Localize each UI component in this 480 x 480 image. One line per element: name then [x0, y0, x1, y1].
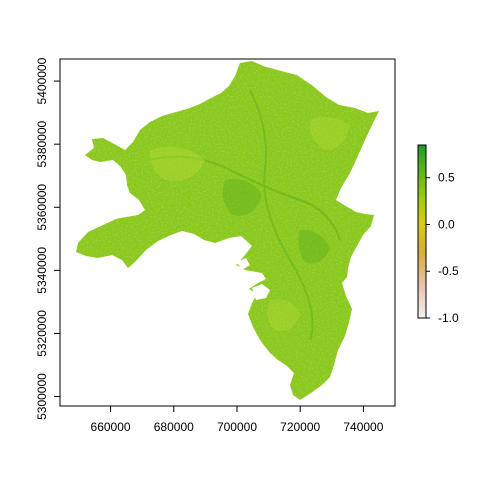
- x-tick-label: 660000: [91, 420, 131, 434]
- y-tick-label: 5300000: [35, 373, 49, 420]
- region-ridge-1: [149, 155, 341, 241]
- y-tick-label: 5340000: [35, 247, 49, 294]
- legend-tick-label: 0.5: [438, 171, 455, 185]
- region-light-patch-2: [309, 116, 350, 150]
- legend-tick-label: -1.0: [438, 311, 459, 325]
- vegetation-index-raster: [76, 61, 379, 400]
- region-light-patch-3: [266, 299, 300, 331]
- region-light-patch-1: [149, 146, 205, 181]
- plot-frame: [59, 58, 396, 407]
- color-legend: 0.5 0.0 -0.5 -1.0: [417, 144, 459, 325]
- legend-tick-label: 0.0: [438, 217, 455, 231]
- y-tick-label: 5400000: [35, 57, 49, 104]
- x-tick-label: 700000: [217, 420, 257, 434]
- study-area-region: [76, 61, 379, 400]
- legend-tick-label: -0.5: [438, 264, 459, 278]
- region-gap-2: [236, 258, 250, 270]
- y-axis: 5300000 5320000 5340000 5360000 5380000 54000…: [35, 57, 60, 420]
- x-tick-label: 720000: [280, 420, 320, 434]
- x-axis: 660000 680000 700000 720000 740000: [91, 406, 384, 434]
- region-dark-patch-1: [222, 179, 262, 216]
- x-tick-label: 680000: [154, 420, 194, 434]
- region-dark-patch-2: [298, 229, 330, 264]
- legend-colorbar: [417, 144, 427, 319]
- y-tick-label: 5320000: [35, 310, 49, 357]
- region-gap-1: [252, 284, 270, 300]
- legend-ticks: 0.5 0.0 -0.5 -1.0: [426, 171, 459, 325]
- region-ridge-2: [249, 89, 314, 341]
- x-tick-label: 740000: [343, 420, 383, 434]
- y-tick-label: 5380000: [35, 120, 49, 167]
- y-tick-label: 5360000: [35, 184, 49, 231]
